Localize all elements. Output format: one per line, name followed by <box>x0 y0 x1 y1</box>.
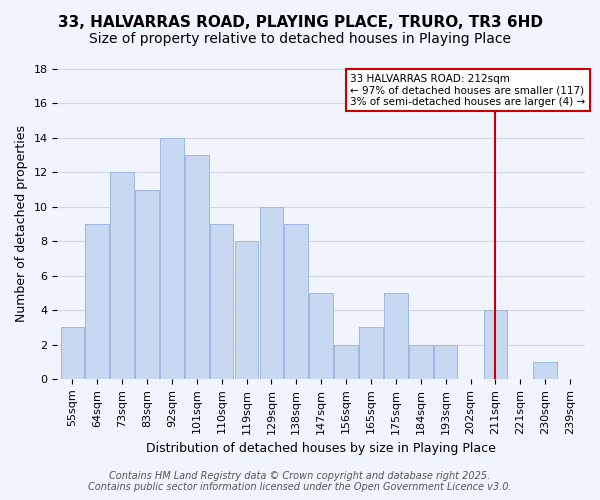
Bar <box>135 190 159 379</box>
Bar <box>85 224 109 379</box>
Text: Size of property relative to detached houses in Playing Place: Size of property relative to detached ho… <box>89 32 511 46</box>
Bar <box>334 344 358 379</box>
Y-axis label: Number of detached properties: Number of detached properties <box>15 126 28 322</box>
Bar <box>409 344 433 379</box>
Text: 33 HALVARRAS ROAD: 212sqm
← 97% of detached houses are smaller (117)
3% of semi-: 33 HALVARRAS ROAD: 212sqm ← 97% of detac… <box>350 74 586 107</box>
Bar <box>185 155 209 379</box>
Bar <box>310 293 333 379</box>
Bar <box>533 362 557 379</box>
X-axis label: Distribution of detached houses by size in Playing Place: Distribution of detached houses by size … <box>146 442 496 455</box>
Bar <box>434 344 457 379</box>
Text: Contains HM Land Registry data © Crown copyright and database right 2025.
Contai: Contains HM Land Registry data © Crown c… <box>88 471 512 492</box>
Bar <box>210 224 233 379</box>
Bar <box>384 293 407 379</box>
Bar <box>284 224 308 379</box>
Bar <box>359 328 383 379</box>
Text: 33, HALVARRAS ROAD, PLAYING PLACE, TRURO, TR3 6HD: 33, HALVARRAS ROAD, PLAYING PLACE, TRURO… <box>58 15 542 30</box>
Bar <box>110 172 134 379</box>
Bar <box>260 207 283 379</box>
Bar <box>160 138 184 379</box>
Bar <box>61 328 84 379</box>
Bar <box>235 241 259 379</box>
Bar <box>484 310 507 379</box>
